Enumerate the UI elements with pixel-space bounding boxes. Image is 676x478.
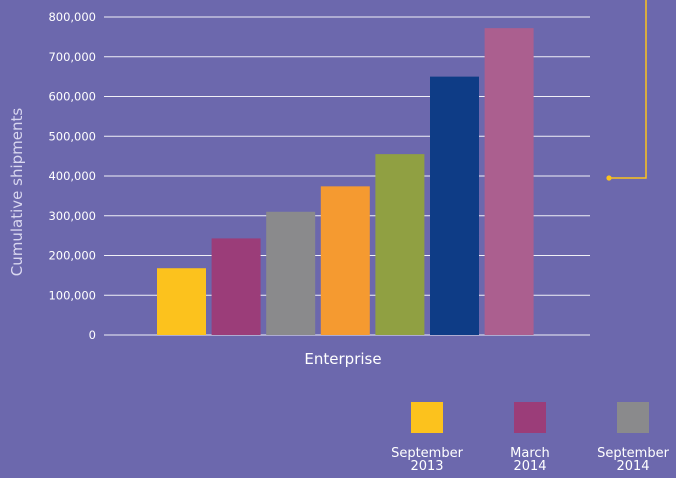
bar (375, 154, 425, 335)
legend-label: 2013 (410, 459, 443, 474)
bar (157, 268, 206, 335)
bars (157, 28, 534, 335)
legend-label: 2014 (616, 459, 649, 474)
legend-label: March (510, 446, 550, 461)
legend-swatch (514, 402, 546, 433)
legend-swatch (617, 402, 649, 433)
legend-label: September (391, 446, 464, 461)
y-tick-label: 700,000 (48, 50, 96, 64)
y-axis-label: Cumulative shipments (8, 108, 26, 277)
bar (430, 76, 479, 335)
legend-label: 2014 (513, 459, 546, 474)
callout-connector-line (609, 0, 647, 179)
bar (484, 28, 534, 335)
callout-connector-dot (606, 175, 612, 181)
y-tick-label: 0 (89, 328, 96, 342)
legend-label: September (597, 446, 670, 461)
y-tick-label: 300,000 (48, 209, 96, 223)
bar (320, 186, 370, 335)
y-tick-label: 200,000 (48, 249, 96, 263)
legend-swatch (411, 402, 443, 433)
y-tick-label: 600,000 (48, 90, 96, 104)
y-tick-label: 500,000 (48, 129, 96, 143)
x-axis-label: Enterprise (304, 350, 381, 368)
y-tick-label: 800,000 (48, 10, 96, 24)
bar (211, 238, 261, 335)
y-axis-ticks: 0 100,000 200,000 300,000 400,000 500,000 600,… (48, 10, 96, 342)
y-tick-label: 100,000 (48, 288, 96, 302)
y-tick-label: 400,000 (48, 169, 96, 183)
bar (266, 211, 316, 335)
